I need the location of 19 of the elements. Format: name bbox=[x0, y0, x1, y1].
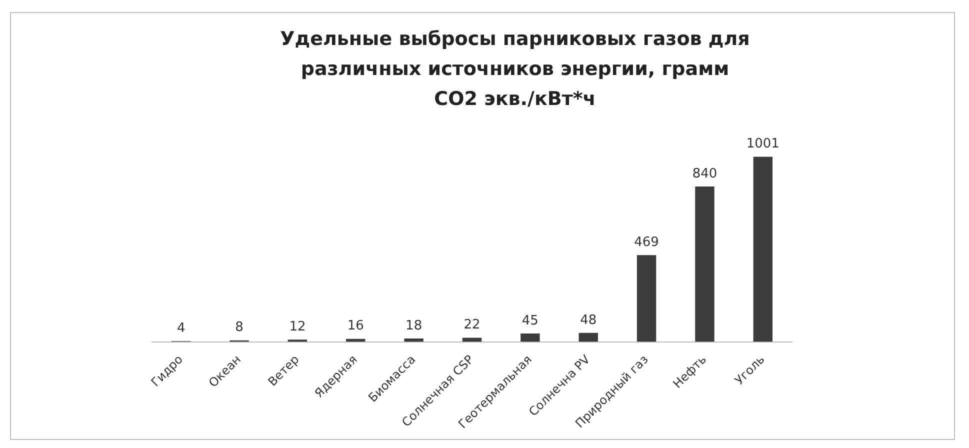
data-label: 840 bbox=[692, 166, 718, 182]
data-label: 4 bbox=[176, 320, 186, 336]
bar bbox=[753, 156, 773, 342]
bar bbox=[695, 186, 714, 342]
data-label: 1001 bbox=[746, 136, 780, 152]
data-label: 8 bbox=[235, 320, 244, 336]
data-label: 45 bbox=[522, 313, 538, 328]
chart-title: Удельные выбросы парниковых газов для различных источников энергии, грамм CO2 экв./кВт*ч bbox=[280, 27, 750, 112]
bar bbox=[404, 338, 424, 342]
data-label: 22 bbox=[464, 318, 480, 333]
data-label: 12 bbox=[289, 319, 306, 334]
data-label: 16 bbox=[347, 318, 364, 334]
bar bbox=[636, 255, 656, 342]
data-label: 18 bbox=[406, 318, 422, 334]
bar bbox=[520, 333, 540, 342]
data-label: 469 bbox=[634, 234, 659, 250]
bar bbox=[462, 338, 482, 342]
bar bbox=[578, 332, 598, 342]
data-label: 48 bbox=[580, 312, 597, 328]
